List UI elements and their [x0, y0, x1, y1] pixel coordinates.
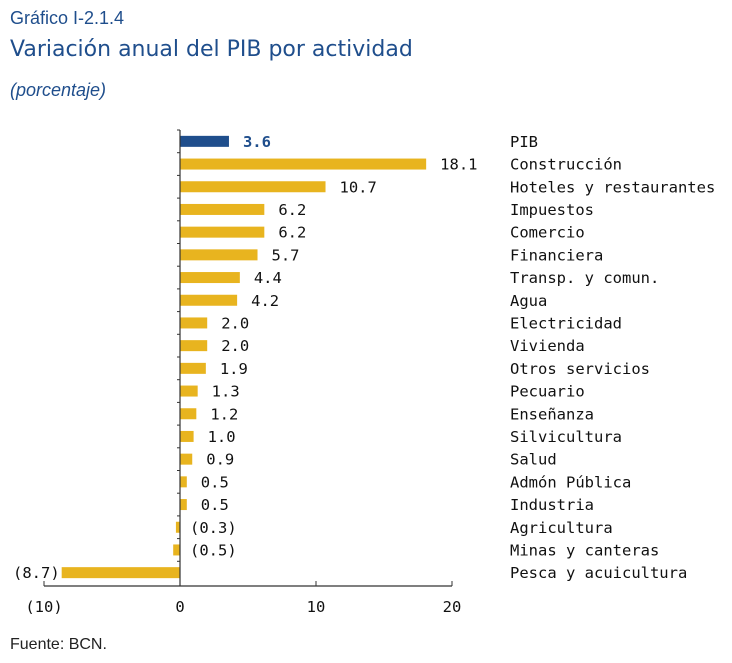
category-label-1: Construcción [510, 156, 622, 174]
value-label-12: 1.2 [210, 405, 238, 423]
value-label-16: 0.5 [201, 496, 229, 514]
category-label-9: Vivienda [510, 337, 585, 355]
x-tick-label-0: (10) [25, 598, 62, 616]
bars-layer [61, 135, 427, 579]
category-label-16: Industria [510, 496, 594, 514]
x-tick-label-3: 20 [443, 598, 462, 616]
category-label-3: Impuestos [510, 201, 594, 219]
value-label-13: 1.0 [208, 428, 236, 446]
value-label-17: (0.3) [190, 519, 237, 537]
value-label-5: 5.7 [272, 246, 300, 264]
bar-2 [180, 181, 326, 193]
value-label-15: 0.5 [201, 473, 229, 491]
bar-3 [180, 203, 265, 215]
value-label-4: 6.2 [278, 224, 306, 242]
value-label-8: 2.0 [221, 314, 249, 332]
bar-16 [180, 499, 187, 511]
chart-label: Gráfico I-2.1.4 [10, 8, 125, 28]
category-label-6: Transp. y comun. [510, 269, 659, 287]
value-label-6: 4.4 [254, 269, 282, 287]
category-label-15: Admón Pública [510, 473, 631, 491]
category-label-13: Silvicultura [510, 428, 622, 446]
value-label-11: 1.3 [212, 383, 240, 401]
value-label-2: 10.7 [340, 178, 377, 196]
category-label-0: PIB [510, 133, 538, 151]
bar-chart: (10) 0 10 20 3.6 PIB 18.1 Construcción 10.7 Hote… [13, 129, 715, 616]
value-label-0: 3.6 [243, 133, 271, 151]
bar-13 [180, 430, 194, 442]
category-label-5: Financiera [510, 246, 603, 264]
category-label-11: Pecuario [510, 383, 585, 401]
labels-layer: 3.6 PIB 18.1 Construcción 10.7 Hoteles y rest… [13, 133, 715, 582]
bar-9 [180, 340, 208, 352]
source-note: Fuente: BCN. [10, 636, 107, 653]
category-label-19: Pesca y acuicultura [510, 564, 687, 582]
bar-10 [180, 362, 206, 374]
bar-11 [180, 385, 198, 397]
category-label-4: Comercio [510, 224, 585, 242]
value-label-19: (8.7) [13, 564, 60, 582]
bar-18 [173, 544, 180, 556]
category-label-14: Salud [510, 451, 557, 469]
axis-layer: (10) 0 10 20 [25, 129, 462, 616]
category-label-7: Agua [510, 292, 547, 310]
category-label-8: Electricidad [510, 314, 622, 332]
chart-subtitle: (porcentaje) [10, 80, 107, 100]
category-label-12: Enseñanza [510, 405, 594, 423]
value-label-7: 4.2 [251, 292, 279, 310]
category-label-18: Minas y canteras [510, 541, 659, 559]
bar-15 [180, 476, 187, 488]
bar-14 [180, 453, 193, 465]
x-tick-label-2: 10 [307, 598, 326, 616]
x-tick-label-1: 0 [175, 598, 184, 616]
bar-12 [180, 408, 197, 420]
bar-7 [180, 294, 238, 306]
bar-5 [180, 249, 258, 261]
bar-4 [180, 226, 265, 238]
value-label-1: 18.1 [440, 156, 477, 174]
bar-6 [180, 272, 240, 284]
chart-title: Variación anual del PIB por actividad [10, 37, 413, 62]
value-label-9: 2.0 [221, 337, 249, 355]
bar-17 [175, 521, 180, 533]
value-label-3: 6.2 [278, 201, 306, 219]
bar-19 [61, 567, 180, 579]
value-label-10: 1.9 [220, 360, 248, 378]
value-label-18: (0.5) [190, 541, 237, 559]
category-label-17: Agricultura [510, 519, 613, 537]
bar-0 [180, 135, 229, 147]
category-label-2: Hoteles y restaurantes [510, 178, 715, 196]
value-label-14: 0.9 [206, 451, 234, 469]
bar-1 [180, 158, 427, 170]
category-label-10: Otros servicios [510, 360, 650, 378]
bar-8 [180, 317, 208, 329]
